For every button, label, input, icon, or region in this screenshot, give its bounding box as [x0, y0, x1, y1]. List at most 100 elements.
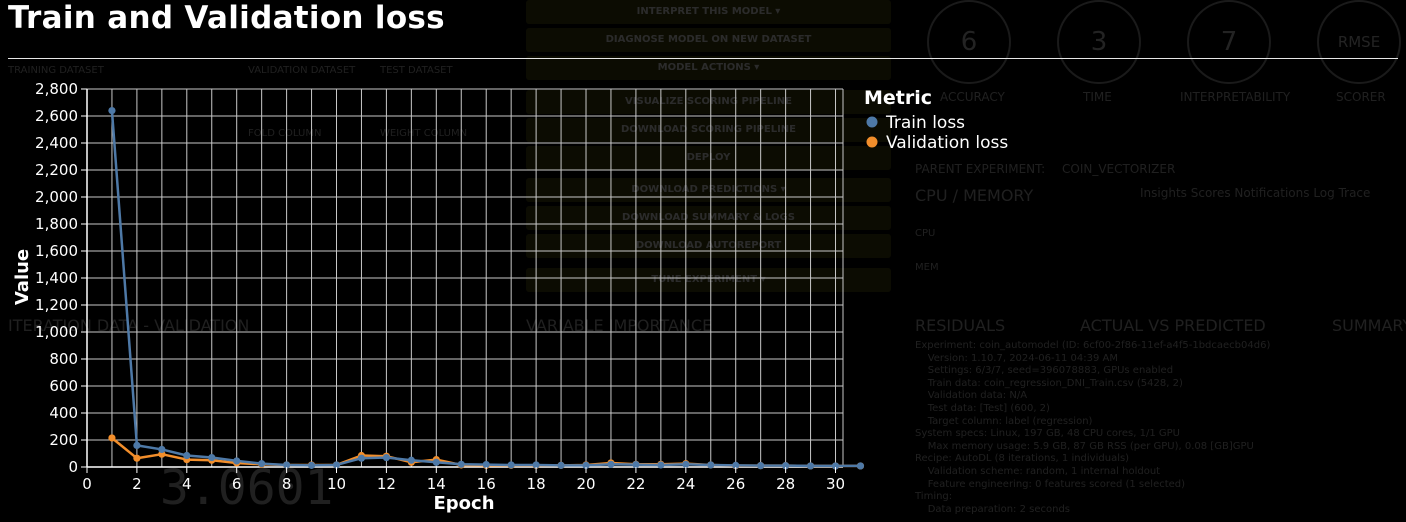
data-point-train: [283, 461, 291, 469]
summary-tab: SUMMARY: [1332, 316, 1406, 335]
x-tick-label: 6: [232, 475, 242, 493]
x-tick-label: 28: [776, 475, 795, 493]
data-point-train: [582, 461, 590, 469]
legend-swatch-validation: [866, 136, 878, 148]
x-tick-label: 20: [576, 475, 595, 493]
data-point-train: [258, 460, 266, 468]
data-point-train: [357, 454, 366, 462]
data-point-train: [732, 461, 740, 469]
x-tick-label: 10: [327, 475, 346, 493]
data-point-train: [831, 462, 840, 470]
x-tick-label: 16: [477, 475, 496, 493]
data-point-train: [233, 457, 241, 465]
title-divider: [8, 58, 1398, 59]
fold-column-label: FOLD COLUMN: [248, 128, 322, 139]
deploy-button: DEPLOY: [526, 146, 891, 170]
tune-experiment-button: TUNE EXPERIMENT ▾: [526, 268, 891, 292]
x-tick-label: 0: [82, 475, 92, 493]
download-predictions-button: DOWNLOAD PREDICTIONS ▾: [526, 178, 891, 202]
data-point-train: [407, 456, 415, 464]
data-point-train: [158, 445, 166, 454]
big-score-value: 3.0601: [160, 460, 334, 516]
data-point-validation: [133, 454, 141, 462]
data-point-train: [507, 461, 515, 469]
interpretability-dial: 7: [1187, 0, 1271, 84]
data-point-train: [657, 461, 665, 469]
data-point-validation: [108, 434, 116, 442]
x-axis-title: Epoch: [433, 493, 494, 514]
y-tick-label: 2,000: [35, 188, 78, 206]
data-point-train: [457, 460, 465, 468]
y-tick-label: 1,600: [35, 242, 78, 260]
y-axis-title: Value: [12, 249, 33, 305]
data-point-train: [183, 451, 191, 460]
x-tick-label: 2: [132, 475, 142, 493]
data-point-train: [432, 458, 440, 466]
y-tick-label: 200: [49, 431, 78, 449]
data-point-train: [757, 462, 765, 470]
panel-tabs: Insights Scores Notifications Log Trace: [1140, 186, 1371, 200]
legend-label-validation[interactable]: Validation loss: [886, 133, 1008, 153]
cpu-label: CPU: [915, 228, 936, 239]
y-tick-label: 2,600: [35, 107, 78, 125]
y-tick-label: 0: [68, 458, 78, 476]
data-point-train: [208, 453, 216, 462]
legend-swatch-train: [866, 116, 878, 128]
data-point-train: [856, 462, 865, 470]
model-actions-button: MODEL ACTIONS ▾: [526, 56, 891, 80]
test-dataset-label: TEST DATASET: [380, 65, 453, 76]
download-pipeline-button: DOWNLOAD SCORING PIPELINE: [526, 118, 891, 142]
weight-column-label: WEIGHT COLUMN: [380, 128, 468, 139]
accuracy-dial: 6: [927, 0, 1011, 84]
time-dial: 3: [1057, 0, 1141, 84]
chart-ticks: 02004006008001,0001,2001,4001,6001,8002,…: [35, 80, 845, 493]
chart-legend: Metric Train loss Validation loss: [864, 87, 1008, 153]
diagnose-model-button: DIAGNOSE MODEL ON NEW DATASET: [526, 28, 891, 52]
scorer-label: SCORER: [1336, 90, 1386, 104]
y-tick-label: 400: [49, 404, 78, 422]
y-tick-label: 1,000: [35, 323, 78, 341]
data-point-train: [382, 453, 391, 462]
legend-title: Metric: [864, 87, 932, 109]
data-point-train: [806, 462, 815, 470]
x-tick-label: 12: [377, 475, 396, 493]
x-tick-label: 30: [826, 475, 845, 493]
modal-title: Train and Validation loss: [8, 0, 445, 36]
data-point-train: [632, 460, 640, 469]
data-point-train: [682, 460, 690, 468]
y-tick-label: 1,400: [35, 269, 78, 287]
data-point-train: [133, 441, 141, 449]
x-tick-label: 14: [427, 475, 446, 493]
variable-importance-label: VARIABLE IMPORTANCE: [526, 316, 713, 335]
data-point-train: [607, 460, 615, 468]
training-dataset-label: TRAINING DATASET: [8, 65, 104, 76]
x-tick-label: 24: [676, 475, 695, 493]
download-summary-button: DOWNLOAD SUMMARY & LOGS: [526, 206, 891, 230]
parent-experiment-label: PARENT EXPERIMENT:: [915, 162, 1046, 176]
legend-label-train[interactable]: Train loss: [885, 113, 965, 133]
scorer-dial: RMSE: [1317, 0, 1401, 84]
x-tick-label: 4: [182, 475, 192, 493]
parent-experiment-value: COIN_VECTORIZER: [1062, 162, 1176, 176]
data-point-train: [782, 462, 790, 470]
data-point-train: [482, 460, 490, 469]
interpret-model-button: INTERPRET THIS MODEL ▾: [526, 0, 891, 24]
data-point-train: [532, 461, 540, 469]
x-tick-label: 8: [282, 475, 292, 493]
experiment-summary-log: Experiment: coin_automodel (ID: 6cf00-2f…: [915, 340, 1271, 515]
visualize-pipeline-button: VISUALIZE SCORING PIPELINE: [526, 90, 891, 114]
x-tick-label: 26: [726, 475, 745, 493]
data-point-train: [707, 461, 715, 469]
y-tick-label: 2,200: [35, 161, 78, 179]
accuracy-label: ACCURACY: [940, 90, 1005, 104]
x-tick-label: 22: [626, 475, 645, 493]
data-point-train: [332, 461, 341, 469]
y-tick-label: 2,400: [35, 134, 78, 152]
data-point-train: [557, 461, 565, 469]
interpretability-label: INTERPRETABILITY: [1180, 90, 1291, 104]
y-tick-label: 800: [49, 350, 78, 368]
y-tick-label: 1,200: [35, 296, 78, 314]
data-point-train: [307, 461, 316, 469]
